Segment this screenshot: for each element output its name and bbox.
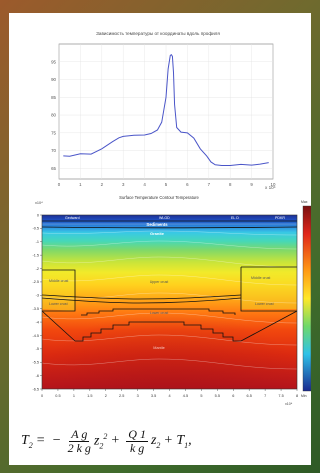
heatmap-field bbox=[42, 215, 297, 389]
eq-term-1: z22 bbox=[93, 431, 108, 451]
x-tick-label: 3.5 bbox=[151, 394, 156, 398]
eq-equals: = bbox=[36, 433, 45, 448]
x-tick-label: 3 bbox=[122, 182, 125, 187]
x-tick-label: 2.5 bbox=[119, 394, 124, 398]
x-tick-label: 10 bbox=[271, 182, 276, 187]
line-chart-svg: Зависимость температуры от координаты вд… bbox=[25, 13, 305, 196]
y-tick-label: -4 bbox=[36, 320, 39, 324]
x-tick-label: 5 bbox=[200, 394, 202, 398]
x-tick-label: 9 bbox=[250, 182, 253, 187]
eq-minus: − bbox=[52, 433, 61, 448]
layer-label: Lower crust bbox=[49, 302, 68, 306]
eq-plus-2: + bbox=[164, 433, 173, 448]
chart2-title: Surface Temperature Contour Temperature bbox=[119, 195, 199, 200]
y-tick-label: 0 bbox=[37, 213, 39, 217]
site-label: EL D bbox=[231, 216, 239, 220]
colorbar bbox=[302, 205, 311, 392]
site-label: WLGD bbox=[159, 216, 170, 220]
heatmap-svg: Surface Temperature Contour Temperature … bbox=[32, 195, 311, 406]
x-tick-label: 6 bbox=[232, 394, 234, 398]
x-tick-label: 1 bbox=[73, 394, 75, 398]
y-tick-label: 95 bbox=[51, 59, 56, 64]
x-tick-label: 2 bbox=[105, 394, 107, 398]
chart1-x-exponent: x 10⁴ bbox=[265, 185, 276, 190]
y-tick-label: 70 bbox=[51, 148, 56, 153]
temperature-contour-chart: Surface Temperature Contour Temperature … bbox=[9, 191, 311, 419]
y-tick-label: 85 bbox=[51, 95, 56, 100]
y-tick-label: -1 bbox=[36, 240, 39, 244]
x-tick-label: 8 bbox=[229, 182, 232, 187]
y-tick-label: 90 bbox=[51, 77, 56, 82]
colorbar-min-label: Min bbox=[301, 394, 307, 398]
x-tick-label: 4.5 bbox=[183, 394, 188, 398]
layer-label: Lower crust bbox=[255, 302, 274, 306]
y-tick-label: 80 bbox=[51, 113, 56, 118]
site-label: Gedward bbox=[65, 216, 80, 220]
x-tick-label: 3 bbox=[137, 394, 139, 398]
chart2-y-exponent: x10⁴ bbox=[35, 201, 43, 205]
x-tick-label: 4 bbox=[143, 182, 146, 187]
eq-tail: , bbox=[188, 433, 192, 448]
x-tick-label: 7.5 bbox=[278, 394, 283, 398]
y-tick-label: -3 bbox=[36, 294, 39, 298]
y-tick-label: -5.5 bbox=[32, 361, 39, 365]
x-tick-label: 6.5 bbox=[247, 394, 252, 398]
temperature-profile-chart: Зависимость температуры от координаты вд… bbox=[25, 13, 305, 196]
x-tick-label: 7 bbox=[264, 394, 266, 398]
y-tick-label: 75 bbox=[51, 130, 56, 135]
geologic-boundaries bbox=[42, 220, 297, 342]
x-tick-label: 0 bbox=[41, 394, 43, 398]
site-label: PDKR bbox=[275, 216, 285, 220]
colorbar-max-label: Max bbox=[301, 200, 308, 204]
eq-term-2: z2 bbox=[150, 432, 161, 450]
y-tick-label: -3.5 bbox=[32, 307, 39, 311]
x-tick-label: 0 bbox=[58, 182, 61, 187]
chart1-title: Зависимость температуры от координаты вд… bbox=[96, 31, 220, 36]
y-tick-label: -1.5 bbox=[32, 253, 39, 257]
x-tick-label: 0.5 bbox=[55, 394, 60, 398]
y-tick-label: -2 bbox=[36, 267, 39, 271]
eq-lhs: T2 bbox=[21, 432, 33, 450]
x-tick-label: 7 bbox=[208, 182, 211, 187]
y-tick-label: -5 bbox=[36, 347, 39, 351]
figure-page: Зависимость температуры от координаты вд… bbox=[9, 13, 311, 465]
x-tick-label: 6 bbox=[186, 182, 189, 187]
layer-label: Mantle bbox=[153, 346, 164, 350]
x-tick-label: 8 bbox=[296, 394, 298, 398]
eq-fraction-1: A g 2 k g bbox=[67, 426, 91, 455]
layer-label: Lower crust bbox=[150, 311, 169, 315]
layer-label: Sediments bbox=[146, 222, 168, 227]
series-line bbox=[63, 53, 269, 166]
layer-label: Middle crust bbox=[49, 279, 68, 283]
layer-label: Granite bbox=[150, 231, 165, 236]
eq-fraction-2: Q 1 k g bbox=[126, 426, 148, 455]
x-tick-label: 2 bbox=[101, 182, 104, 187]
y-tick-label: -2.5 bbox=[32, 280, 39, 284]
y-tick-label: -0.5 bbox=[32, 227, 39, 231]
eq-plus-1: + bbox=[111, 433, 120, 448]
x-tick-label: 1.5 bbox=[87, 394, 92, 398]
y-tick-label: 65 bbox=[51, 166, 56, 171]
x-tick-label: 5.5 bbox=[215, 394, 220, 398]
x-tick-label: 4 bbox=[168, 394, 170, 398]
layer-label: Middle crust bbox=[251, 276, 270, 280]
equation: T2 = − A g 2 k g z22 + Q 1 k g z2 + T1 , bbox=[9, 423, 311, 459]
y-tick-label: -4.5 bbox=[32, 334, 39, 338]
y-tick-label: -6 bbox=[36, 374, 39, 378]
chart2-x-exponent: x10⁴ bbox=[285, 402, 293, 406]
x-tick-label: 1 bbox=[79, 182, 82, 187]
layer-label: Upper crust bbox=[150, 280, 169, 284]
eq-term-3: T1 bbox=[176, 432, 189, 450]
x-tick-label: 5 bbox=[165, 182, 168, 187]
y-tick-label: -6.5 bbox=[32, 387, 39, 391]
